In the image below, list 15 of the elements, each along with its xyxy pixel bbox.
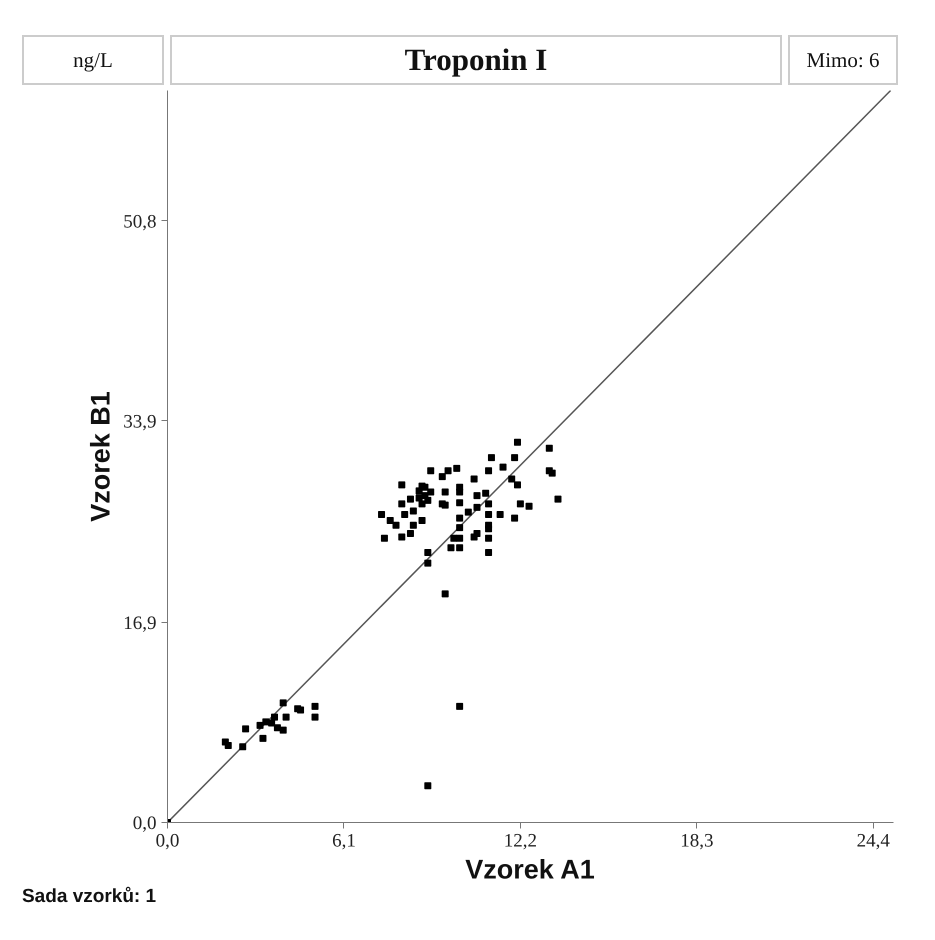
x-tick-label: 12,2 bbox=[504, 830, 537, 852]
x-tick-label: 24,4 bbox=[856, 830, 890, 852]
y-axis-title: Vzorek B1 bbox=[85, 391, 116, 522]
text: Mimo: 6 bbox=[806, 47, 880, 74]
text: ng/L bbox=[73, 47, 113, 74]
x-tick-label: 6,1 bbox=[332, 830, 356, 852]
x-tick-label: 18,3 bbox=[680, 830, 714, 852]
x-axis-title: Vzorek A1 bbox=[465, 854, 595, 884]
x-tick-label: 0,0 bbox=[156, 830, 180, 852]
y-tick-label: 50,8 bbox=[123, 211, 156, 232]
y-tick-label: 33,9 bbox=[123, 411, 156, 432]
chart-title: Troponin I bbox=[404, 40, 548, 79]
text: Sada vzorků: 1 bbox=[22, 885, 156, 909]
y-tick-label: 16,9 bbox=[123, 612, 156, 634]
y-tick-label: 0,0 bbox=[132, 813, 156, 834]
